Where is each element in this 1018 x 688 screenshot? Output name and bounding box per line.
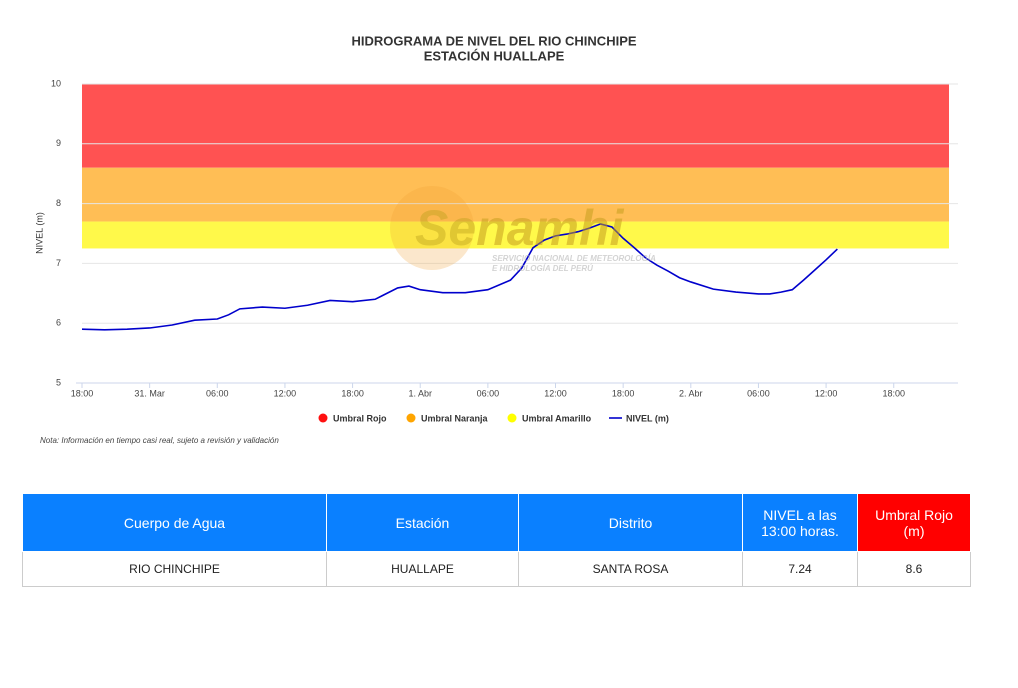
plot: 5 6 7 8 9 10 18:00 31. Mar 06:00 12:00 18:00 1. Abr…: [51, 78, 958, 398]
legend-label: Umbral Rojo: [333, 413, 387, 423]
legend: Umbral Rojo Umbral Naranja Umbral Amarillo…: [318, 413, 669, 423]
legend-label: Umbral Amarillo: [522, 413, 592, 423]
chart: HIDROGRAMA DE NIVEL DEL RIO CHINCHIPE ES…: [34, 33, 958, 445]
x-tick-label: 18:00: [71, 388, 94, 398]
cell: 8.6: [857, 551, 971, 587]
watermark-title: Senamhi: [415, 200, 625, 256]
watermark-line: E HIDROLOGÍA DEL PERÚ: [492, 264, 593, 273]
header-cell: Umbral Rojo (m): [857, 493, 971, 552]
legend-marker: [507, 413, 517, 423]
y-tick-label: 6: [56, 318, 61, 328]
threshold-band: [82, 167, 949, 222]
y-tick-label: 8: [56, 198, 61, 208]
chart-subtitle: ESTACIÓN HUALLAPE: [424, 48, 565, 63]
data-table: Cuerpo de Agua Estación Distrito NIVEL a…: [22, 493, 971, 587]
watermark: Senamhi SERVICIO NACIONAL DE METEOROLOGÍ…: [390, 186, 656, 273]
y-tick-label: 9: [56, 138, 61, 148]
legend-marker: [406, 413, 416, 423]
x-tick-label: 12:00: [274, 388, 297, 398]
table-header: Cuerpo de Agua Estación Distrito NIVEL a…: [22, 493, 971, 552]
x-tick-label: 18:00: [341, 388, 364, 398]
table-row: RIO CHINCHIPE HUALLAPE SANTA ROSA 7.24 8…: [22, 551, 971, 587]
x-tick-label: 12:00: [815, 388, 838, 398]
y-tick-label: 7: [56, 258, 61, 268]
x-tick-label: 18:00: [882, 388, 905, 398]
x-tick-label: 06:00: [747, 388, 770, 398]
y-tick-label: 10: [51, 78, 61, 88]
threshold-band: [82, 221, 949, 249]
level-line: [81, 223, 838, 331]
x-tick-label: 06:00: [477, 388, 500, 398]
y-axis-label: NIVEL (m): [34, 212, 44, 254]
cell: 7.24: [742, 551, 858, 587]
watermark-sun: [390, 186, 474, 270]
x-tick-label: 2. Abr: [679, 388, 703, 398]
legend-label: Umbral Naranja: [421, 413, 489, 423]
header-cell: Cuerpo de Agua: [22, 493, 327, 552]
x-tick-label: 1. Abr: [408, 388, 432, 398]
note: Nota: Información en tiempo casi real, s…: [40, 436, 279, 445]
cell: HUALLAPE: [326, 551, 519, 587]
x-tick-label: 18:00: [612, 388, 635, 398]
legend-label: NIVEL (m): [626, 413, 669, 423]
threshold-band: [82, 84, 949, 168]
chart-title: HIDROGRAMA DE NIVEL DEL RIO CHINCHIPE: [351, 33, 636, 48]
y-tick-label: 5: [56, 377, 61, 387]
legend-marker: [318, 413, 328, 423]
header-cell: Estación: [326, 493, 519, 552]
x-tick-label: 31. Mar: [134, 388, 165, 398]
x-tick-label: 06:00: [206, 388, 229, 398]
header-cell: NIVEL a las 13:00 horas.: [742, 493, 858, 552]
header-cell: Distrito: [518, 493, 743, 552]
cell: RIO CHINCHIPE: [22, 551, 327, 587]
watermark-line: SERVICIO NACIONAL DE METEOROLOGÍA: [492, 254, 656, 263]
x-tick-label: 12:00: [544, 388, 567, 398]
cell: SANTA ROSA: [518, 551, 743, 587]
